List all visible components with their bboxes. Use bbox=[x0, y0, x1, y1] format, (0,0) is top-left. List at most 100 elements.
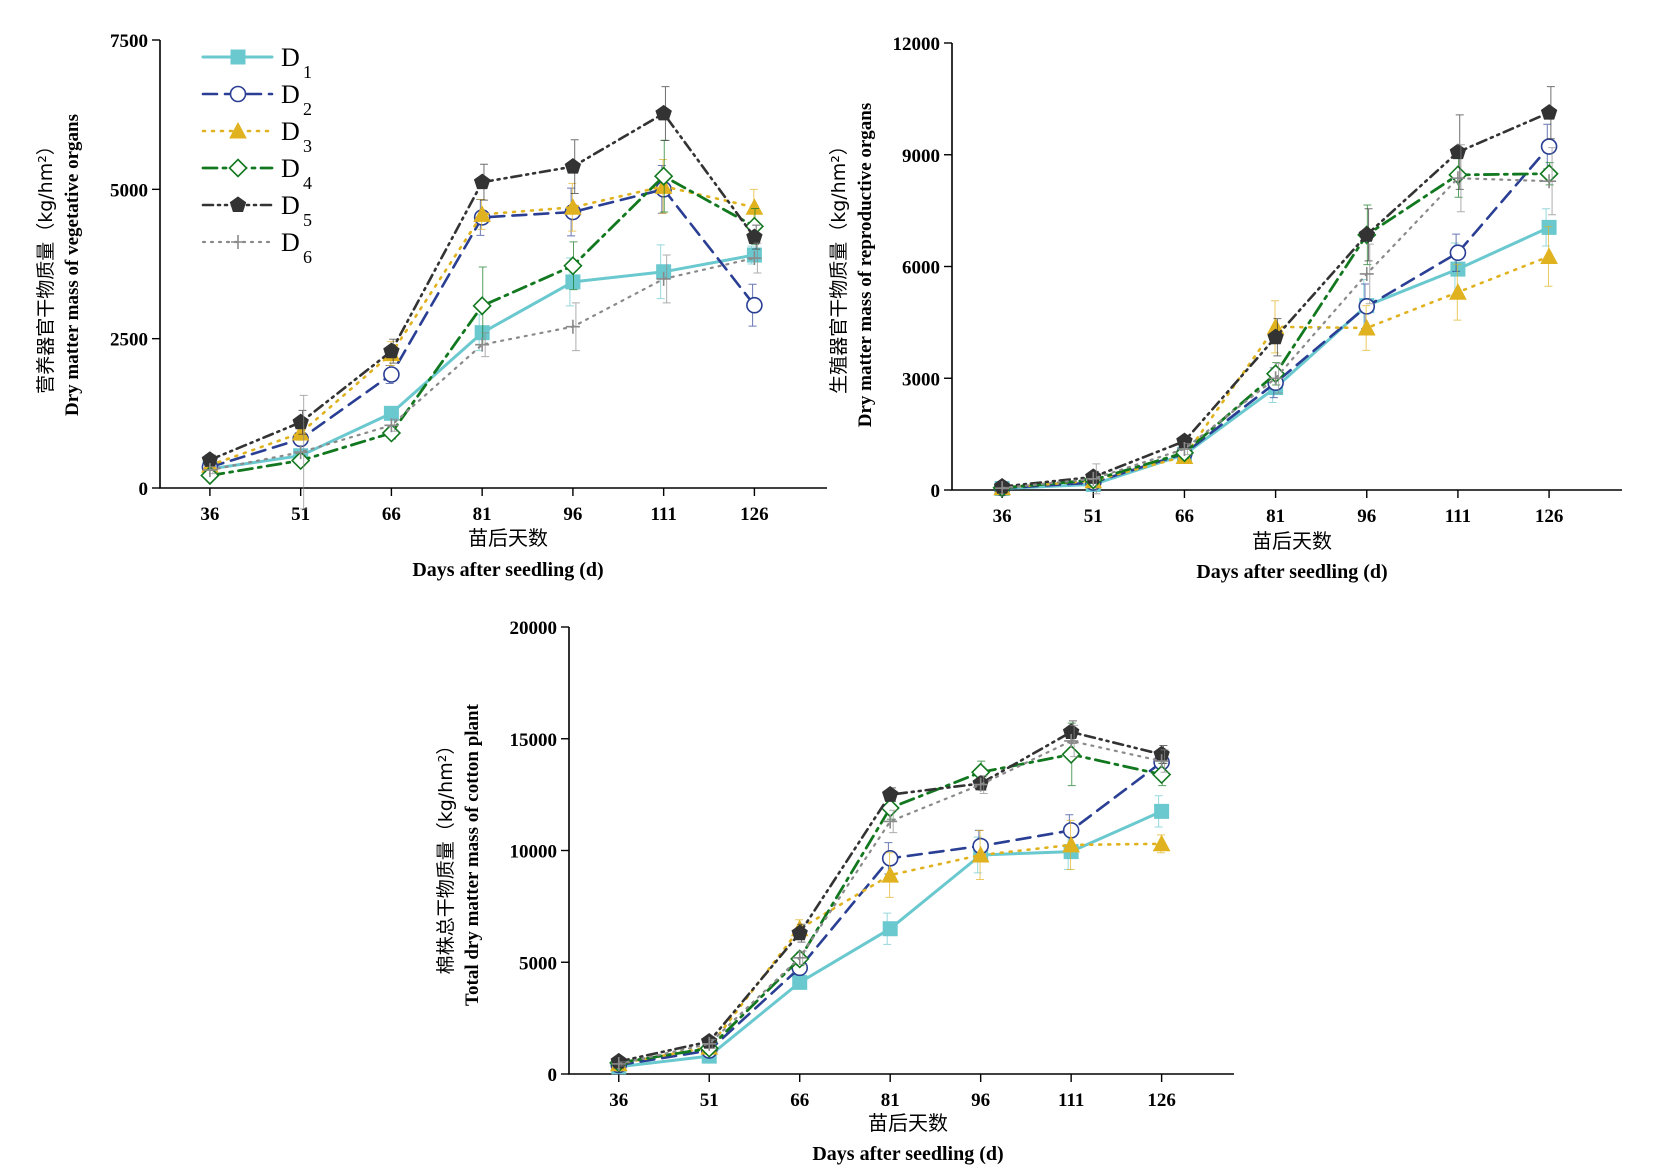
y-tick-label: 9000 bbox=[902, 146, 940, 167]
series-D1 bbox=[994, 208, 1557, 497]
legend-label: D bbox=[281, 191, 300, 220]
series-D6 bbox=[995, 144, 1557, 496]
data-point bbox=[1151, 764, 1172, 785]
x-tick-label: 96 bbox=[971, 1090, 990, 1111]
x-tick-label: 36 bbox=[993, 506, 1012, 527]
series-D1 bbox=[611, 795, 1170, 1075]
data-point bbox=[971, 845, 990, 863]
x-tick-label: 66 bbox=[1175, 506, 1194, 527]
series-line bbox=[1000, 111, 1551, 488]
series-D5 bbox=[610, 720, 1170, 1069]
data-point bbox=[792, 974, 808, 990]
x-tick-label: 111 bbox=[1058, 1090, 1084, 1111]
data-point bbox=[1542, 174, 1557, 189]
data-point bbox=[1064, 733, 1079, 748]
x-tick-label: 66 bbox=[382, 504, 401, 525]
data-point bbox=[654, 166, 674, 186]
legend-marker bbox=[229, 121, 247, 139]
data-point bbox=[792, 950, 807, 965]
y-tick-label: 12000 bbox=[893, 34, 941, 55]
data-point bbox=[973, 777, 988, 792]
data-point bbox=[291, 450, 311, 471]
data-point bbox=[1154, 754, 1169, 769]
data-point bbox=[1358, 298, 1376, 315]
data-point bbox=[1358, 226, 1375, 242]
data-point bbox=[1154, 803, 1170, 819]
data-point bbox=[745, 198, 764, 215]
data-point bbox=[611, 1056, 626, 1071]
data-point bbox=[1177, 442, 1192, 457]
y-tick-label: 0 bbox=[548, 1065, 558, 1086]
series-D6 bbox=[202, 242, 762, 510]
x-tick-label: 111 bbox=[1445, 506, 1471, 527]
y-tick-label: 5000 bbox=[519, 953, 557, 974]
legend-marker bbox=[229, 196, 247, 212]
x-tick-label: 126 bbox=[1147, 1090, 1176, 1111]
legend-marker bbox=[228, 158, 248, 178]
data-point bbox=[292, 413, 309, 430]
y-tick-label: 7500 bbox=[110, 31, 148, 52]
legend-label: D bbox=[281, 228, 300, 257]
legend-label: D bbox=[281, 117, 300, 146]
data-point bbox=[746, 296, 763, 314]
data-point bbox=[882, 921, 898, 937]
data-point bbox=[383, 366, 400, 383]
series-D3 bbox=[993, 226, 1558, 496]
x-axis-label-en: Days after seedling (d) bbox=[412, 559, 603, 581]
data-point bbox=[1268, 371, 1283, 386]
series-line bbox=[1000, 225, 1551, 490]
x-tick-label: 111 bbox=[650, 504, 676, 525]
x-tick-label: 36 bbox=[200, 504, 219, 525]
data-point bbox=[882, 785, 899, 802]
y-axis-label-en: Dry matter mass of vegetative organs bbox=[62, 114, 83, 416]
data-point bbox=[1267, 328, 1284, 345]
y-axis-label-cn: 营养器官干物质量（kg/hm²） bbox=[35, 136, 57, 394]
chart-reproductive-organs: 生殖器官干物质量（kg/hm²） Dry matter mass of repr… bbox=[828, 34, 1622, 583]
data-point bbox=[747, 251, 762, 266]
data-point bbox=[202, 463, 217, 478]
data-point bbox=[1540, 247, 1558, 264]
data-point bbox=[475, 337, 490, 352]
y-axis-label-en: Dry matter mass of reproductive organs bbox=[855, 103, 876, 428]
data-point bbox=[1062, 822, 1080, 839]
data-point bbox=[1450, 261, 1466, 277]
x-tick-label: 51 bbox=[700, 1090, 719, 1111]
y-tick-label: 15000 bbox=[510, 730, 558, 751]
legend-label: D bbox=[281, 154, 300, 183]
data-point bbox=[381, 423, 402, 443]
data-point bbox=[383, 342, 400, 359]
data-point bbox=[702, 1036, 717, 1051]
x-tick-label: 126 bbox=[740, 504, 769, 525]
x-axis-label-en: Days after seedling (d) bbox=[812, 1143, 1003, 1165]
legend-marker bbox=[230, 49, 246, 65]
legend: D 1D 2D 3D 4D 5D 6 bbox=[201, 43, 312, 267]
data-point bbox=[564, 157, 582, 174]
axes-frame bbox=[568, 627, 1234, 1075]
x-axis-label-en: Days after seedling (d) bbox=[1196, 561, 1387, 583]
legend-marker bbox=[231, 235, 245, 249]
x-tick-label: 81 bbox=[1266, 506, 1285, 527]
data-point bbox=[563, 256, 583, 276]
series-D5 bbox=[993, 86, 1558, 494]
data-point bbox=[1061, 744, 1081, 765]
data-point bbox=[472, 296, 492, 316]
x-tick-label: 81 bbox=[881, 1090, 900, 1111]
legend-label: D bbox=[281, 80, 300, 109]
data-point bbox=[473, 173, 491, 190]
legend-label-subscript: 5 bbox=[303, 210, 312, 230]
x-tick-label: 126 bbox=[1535, 506, 1564, 527]
series-line bbox=[208, 256, 756, 472]
data-point bbox=[995, 481, 1010, 496]
y-tick-label: 0 bbox=[931, 481, 941, 502]
y-axis-label-en: Total dry matter mass of cotton plant bbox=[462, 703, 483, 1006]
x-axis-label-cn: 苗后天数 bbox=[868, 1111, 948, 1135]
x-tick-label: 51 bbox=[1084, 506, 1103, 527]
x-tick-label: 96 bbox=[1357, 506, 1376, 527]
data-point bbox=[1449, 244, 1467, 262]
data-point bbox=[383, 405, 399, 421]
series-D2 bbox=[993, 123, 1558, 497]
data-point bbox=[1359, 266, 1374, 281]
data-point bbox=[473, 205, 491, 222]
data-point bbox=[881, 866, 900, 883]
